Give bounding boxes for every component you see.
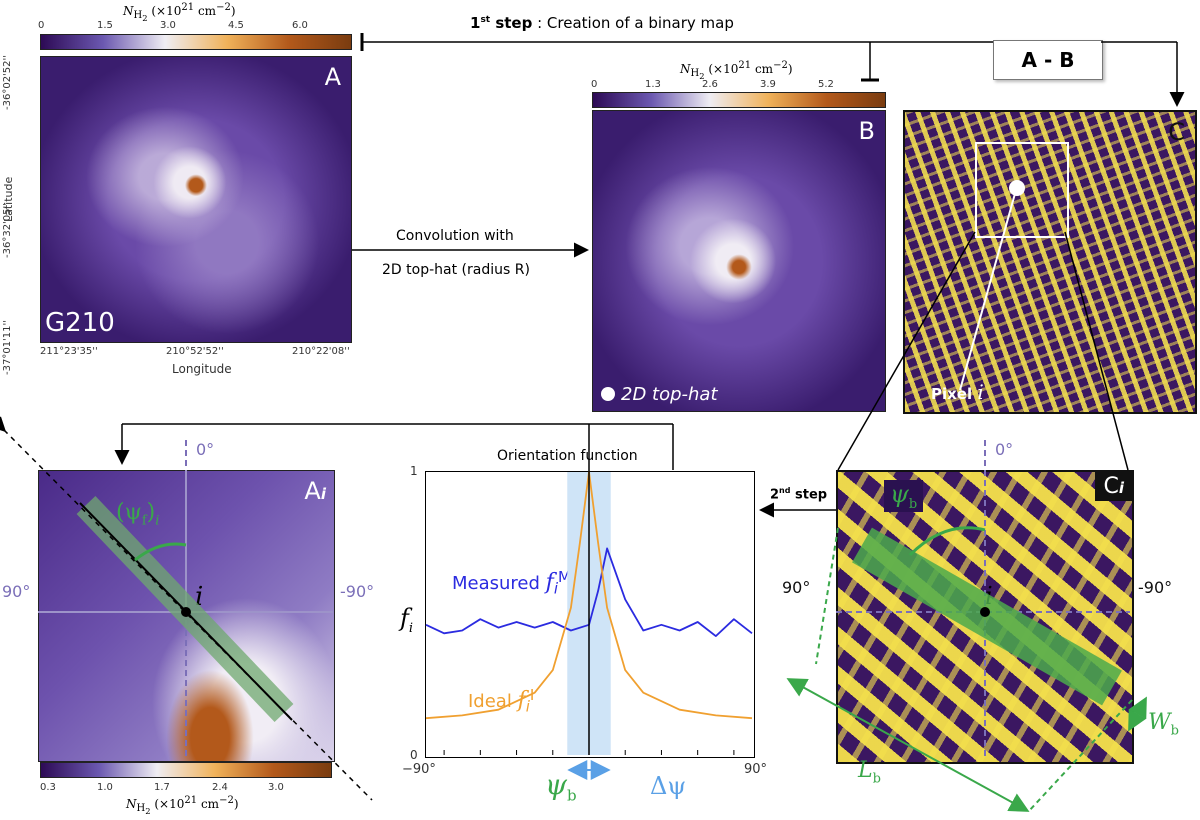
panel-c-letter: C — [1168, 118, 1185, 146]
cbar-b-tick: 3.9 — [760, 79, 776, 90]
ai-angle-0: 0° — [196, 440, 215, 459]
xlabel-longitude: Longitude — [172, 362, 232, 376]
plot-xtick-left: −90° — [402, 762, 436, 777]
cbar-b-tick: 0 — [591, 79, 598, 90]
measured-legend: Measured fiM — [452, 568, 571, 598]
ai-overlays — [0, 416, 373, 801]
convolution-label-1: Convolution with — [396, 228, 514, 244]
step1-label: 1st step : Creation of a binary map — [470, 14, 734, 32]
colorbar-ai — [40, 762, 332, 778]
panel-b-letter: B — [858, 117, 875, 145]
measured-curve — [425, 547, 753, 637]
map-a-column-density: A G210 — [40, 56, 352, 343]
panel-ai-letter: Ai — [304, 477, 326, 505]
orientation-chart — [425, 424, 753, 780]
psi-b-axis-label: ψb — [545, 768, 577, 805]
plot-ytick-1: 1 — [410, 464, 418, 478]
colorbar-b — [592, 92, 886, 108]
plot-ytick-0: 0 — [410, 748, 418, 762]
tophat-legend: 2D top-hat — [601, 384, 718, 405]
step2-label: 2nd step — [770, 486, 828, 503]
cbar-a-tick: 0 — [38, 20, 45, 31]
lon-tick: 210°22'08'' — [292, 346, 350, 357]
w-b-label: Wb — [1148, 710, 1179, 739]
pixel-dot — [1009, 180, 1025, 196]
panel-a-letter: A — [324, 63, 341, 91]
ci-angle-0: 0° — [995, 440, 1014, 459]
tophat-dot-icon — [601, 387, 615, 401]
ci-overlays — [786, 440, 1147, 813]
map-b-convolved: B 2D top-hat — [592, 110, 886, 412]
delta-psi-label: Δψ — [650, 772, 687, 800]
cbar-ai-tick: 1.0 — [97, 782, 113, 793]
orientation-title: Orientation function — [497, 448, 638, 464]
ai-pixel-label: i — [195, 582, 204, 612]
ai-angle-90: 90° — [2, 582, 31, 601]
colorbar-a-label: NH2 (×1021 cm−2) — [123, 2, 236, 24]
plot-xtick-right: 90° — [744, 762, 768, 777]
cbar-ai-tick: 0.3 — [40, 782, 56, 793]
lon-tick: 211°23'35'' — [40, 346, 98, 357]
map-c-binary: C Pixel i — [903, 110, 1197, 414]
cbar-b-tick: 1.3 — [645, 79, 661, 90]
zoom-box — [975, 142, 1069, 238]
ai-angle-m90: -90° — [340, 582, 375, 601]
colorbar-a — [40, 34, 352, 50]
ci-angle-90: 90° — [782, 578, 811, 597]
ideal-legend: Ideal fiI — [468, 686, 535, 716]
colorbar-b-label: NH2 (×1021 cm−2) — [680, 60, 793, 82]
convolution-label-2: 2D top-hat (radius R) — [382, 262, 530, 278]
feedback-arrow — [114, 423, 674, 470]
region-name: G210 — [45, 308, 115, 338]
cbar-a-tick: 3.0 — [160, 20, 176, 31]
ci-angle-m90: -90° — [1138, 578, 1173, 597]
cbar-a-tick: 1.5 — [97, 20, 113, 31]
step1-connector — [360, 33, 1185, 107]
cbar-ai-tick: 1.7 — [154, 782, 170, 793]
lon-tick: 210°52'52'' — [166, 346, 224, 357]
panel-ci-letter: Ci — [1095, 472, 1132, 501]
plot-ylabel: fi — [400, 604, 414, 636]
pixel-i-label: Pixel i — [931, 380, 984, 404]
ci-psi-b-label: ψb — [884, 480, 924, 512]
zoom-lines — [837, 189, 1129, 471]
cbar-ai-tick: 3.0 — [268, 782, 284, 793]
a-minus-b-box: A - B — [993, 40, 1103, 80]
cbar-ai-tick: 2.4 — [212, 782, 228, 793]
cbar-b-tick: 2.6 — [702, 79, 718, 90]
cbar-a-tick: 4.5 — [228, 20, 244, 31]
colorbar-ai-label: NH2 (×1021 cm−2) — [126, 795, 239, 817]
ai-psi-f-label: (ψf)i — [116, 500, 160, 529]
cbar-a-tick: 6.0 — [292, 20, 308, 31]
cbar-b-tick: 5.2 — [818, 79, 834, 90]
